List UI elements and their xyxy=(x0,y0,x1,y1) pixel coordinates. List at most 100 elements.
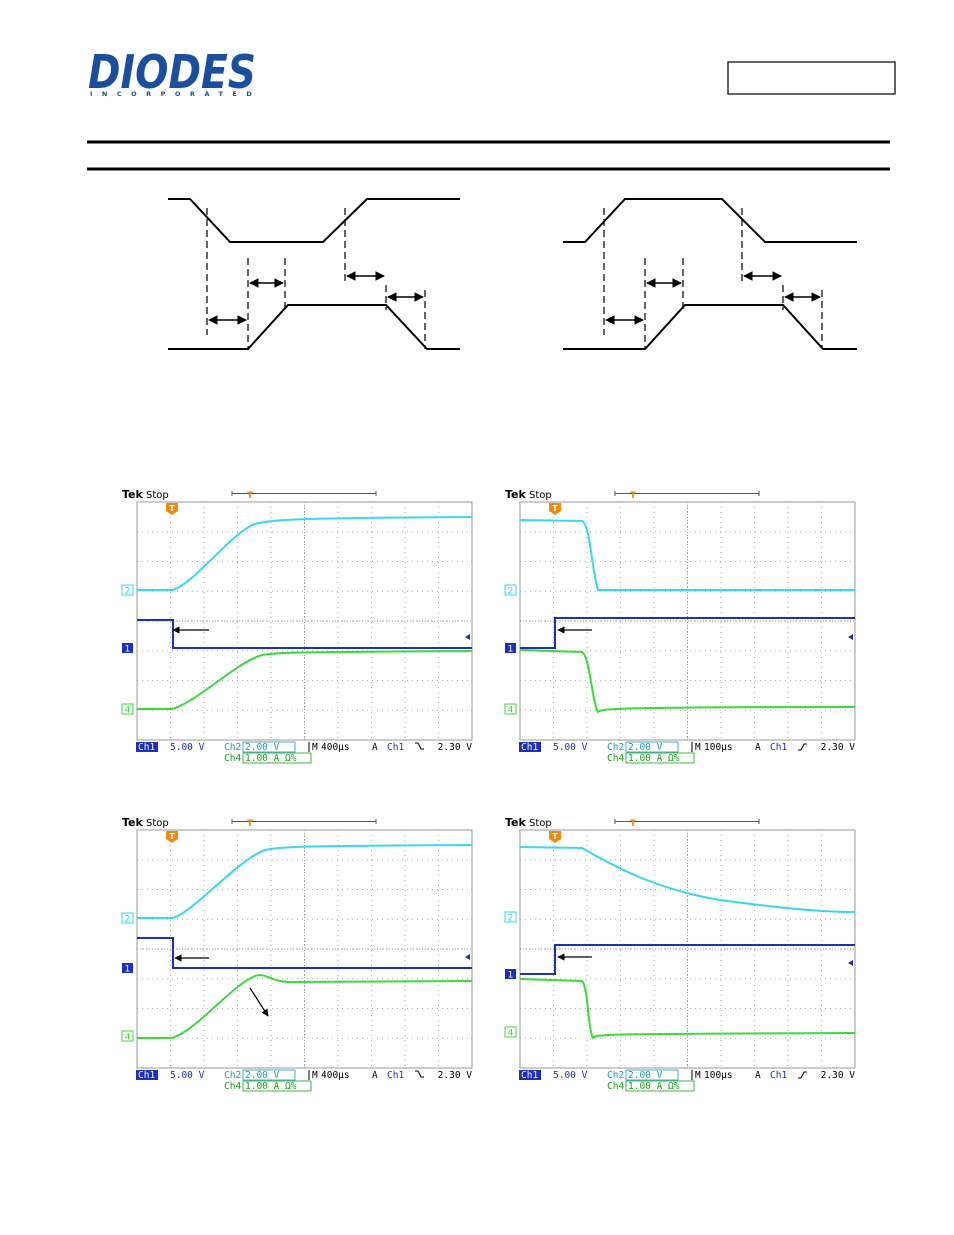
status: 400µs xyxy=(321,1070,350,1081)
brand: Tek xyxy=(505,488,527,501)
status: 2.30 V xyxy=(821,742,856,753)
status: M xyxy=(312,1070,318,1081)
status: Ch1 xyxy=(770,1070,787,1081)
ch-marker: 4 xyxy=(508,1029,514,1039)
trace-ch4 xyxy=(519,978,856,1040)
ch2-box xyxy=(242,741,296,753)
ch-marker: 1 xyxy=(508,971,514,981)
trace-ch2 xyxy=(519,846,856,913)
record-bar xyxy=(231,819,377,824)
ch1-box xyxy=(136,742,158,752)
status: 2.00 V xyxy=(628,742,663,753)
ch-marker: 2 xyxy=(125,915,131,925)
status: Ch1 xyxy=(770,742,787,753)
status: 400µs xyxy=(321,742,350,753)
trace-ch4 xyxy=(137,974,473,1039)
status: M xyxy=(312,742,318,753)
status: Ch1 xyxy=(521,742,538,753)
brand: Tek xyxy=(122,488,144,501)
state: Stop xyxy=(146,818,169,829)
ch2-box xyxy=(242,1069,296,1081)
ch-marker: 1 xyxy=(508,645,514,655)
status: 5.00 V xyxy=(553,1070,588,1081)
status: Ch1 xyxy=(387,1070,404,1081)
ch-marker: 2 xyxy=(508,587,514,597)
ch1-box xyxy=(519,742,541,752)
status: Ch4 xyxy=(224,1081,241,1092)
status: Ch1 xyxy=(138,742,155,753)
slope-icon xyxy=(798,743,807,751)
ch-marker: 2 xyxy=(508,914,514,924)
slope-icon xyxy=(415,742,424,750)
ch4-box xyxy=(625,752,695,764)
ch-marker-box xyxy=(504,911,517,923)
ch-marker: 4 xyxy=(125,1033,131,1043)
trigger-flag xyxy=(166,831,178,843)
ch-marker-box xyxy=(122,963,133,973)
status: 2.00 V xyxy=(628,1070,663,1081)
ch-marker-box xyxy=(504,584,517,596)
trigger-marker: T xyxy=(169,504,175,513)
status: 2.00 V xyxy=(245,742,280,753)
ch4-box xyxy=(242,1080,312,1092)
status: 2.30 V xyxy=(438,742,473,753)
trigger-marker: T xyxy=(552,504,558,513)
state: Stop xyxy=(146,490,169,501)
ch-marker-box xyxy=(505,643,516,653)
status: 5.00 V xyxy=(553,742,588,753)
ch2-box xyxy=(625,741,679,753)
trace-ch1 xyxy=(137,937,472,969)
ch-marker: 1 xyxy=(125,965,131,975)
record-trigger: T xyxy=(247,491,254,501)
status: Ch2 xyxy=(224,742,241,753)
ch4-box xyxy=(625,1080,695,1092)
status: Ch1 xyxy=(387,742,404,753)
state: Stop xyxy=(529,818,552,829)
record-trigger: T xyxy=(630,491,637,501)
logo-sub: INCORPORATED xyxy=(90,90,261,98)
level-marker xyxy=(848,634,853,640)
status: Ch1 xyxy=(138,1070,155,1081)
ch-marker-box xyxy=(122,643,133,653)
ch-marker: 4 xyxy=(125,706,131,716)
ch-marker-box xyxy=(504,703,517,715)
ch-marker-box xyxy=(121,1030,134,1042)
trigger-flag xyxy=(166,503,178,515)
record-trigger: T xyxy=(247,819,254,829)
trigger-marker: T xyxy=(169,832,175,841)
trace-ch2 xyxy=(137,844,473,919)
status: A xyxy=(755,1070,761,1081)
trigger-marker: T xyxy=(552,832,558,841)
ch-marker-box xyxy=(121,584,134,596)
ch4-box xyxy=(242,752,312,764)
status: M xyxy=(695,742,701,753)
trace-ch1 xyxy=(137,619,472,649)
part-box xyxy=(727,61,896,95)
ch-marker: 4 xyxy=(508,706,514,716)
trace-ch1 xyxy=(520,617,855,649)
status: 1.00 A Ω% xyxy=(245,1081,297,1092)
status: Ch4 xyxy=(224,753,241,764)
status: Ch2 xyxy=(607,1070,624,1081)
brand: Tek xyxy=(505,816,527,829)
ch-marker-box xyxy=(504,1026,517,1038)
timing-diagram xyxy=(168,198,460,350)
ch-marker: 2 xyxy=(125,587,131,597)
slope-icon xyxy=(415,1070,424,1078)
level-marker xyxy=(465,634,470,640)
level-marker xyxy=(848,960,853,966)
status: 1.00 A Ω% xyxy=(245,753,297,764)
level-marker xyxy=(465,954,470,960)
trace-ch4 xyxy=(519,649,856,714)
ch1-box xyxy=(136,1070,158,1080)
status: 100µs xyxy=(704,742,733,753)
status: 5.00 V xyxy=(170,742,205,753)
timing-diagram xyxy=(563,198,857,350)
status: A xyxy=(372,742,378,753)
trace-ch1 xyxy=(520,944,855,975)
